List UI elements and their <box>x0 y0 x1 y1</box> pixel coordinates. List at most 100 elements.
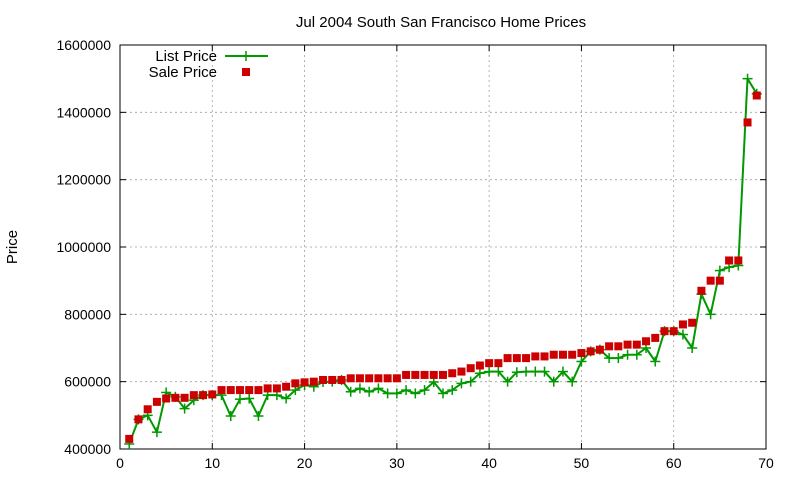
list-price-point <box>391 388 402 399</box>
y-tick-label: 400000 <box>64 441 111 457</box>
list-price-point <box>631 349 642 360</box>
sale-price-point <box>411 370 420 379</box>
sale-price-point <box>300 378 309 387</box>
list-price-point <box>714 265 725 276</box>
sale-price-point <box>494 359 503 368</box>
sale-price-point <box>660 327 669 336</box>
sale-price-point <box>235 386 244 395</box>
data-series <box>124 73 762 449</box>
x-tick-label: 60 <box>666 455 682 471</box>
sale-price-point <box>577 349 586 358</box>
sale-price-point <box>328 375 337 384</box>
list-price-point <box>234 394 245 405</box>
list-price-point <box>345 386 356 397</box>
sale-price-point <box>143 405 152 414</box>
sale-price-point <box>226 386 235 395</box>
sale-price-point <box>466 364 475 373</box>
sale-price-point <box>439 370 447 379</box>
list-price-point <box>742 73 753 84</box>
y-axis-label: Price <box>4 230 21 264</box>
sale-price-point <box>734 256 743 265</box>
sale-price-point <box>282 382 291 391</box>
list-price-point <box>530 366 541 377</box>
sale-price-point <box>595 345 604 354</box>
y-tick-label: 1600000 <box>56 37 111 53</box>
sale-price-point <box>632 340 641 349</box>
x-tick-label: 30 <box>389 455 405 471</box>
sale-price-point <box>309 377 318 386</box>
y-tick-label: 1400000 <box>56 104 111 120</box>
sale-price-point <box>152 397 161 406</box>
list-price-point <box>382 388 393 399</box>
list-price-point <box>687 343 698 353</box>
list-price-point <box>281 393 292 404</box>
sale-price-point <box>669 327 678 336</box>
sale-price-point <box>512 354 521 363</box>
sale-price-point <box>642 337 651 346</box>
sale-price-point <box>217 386 226 395</box>
grid-lines <box>120 45 766 449</box>
sale-price-series <box>125 91 761 443</box>
list-price-point <box>179 403 190 414</box>
sale-price-point <box>457 367 466 376</box>
sale-price-point <box>208 390 217 399</box>
list-price-point <box>401 385 412 396</box>
legend-item-list-price: List Price <box>155 48 268 65</box>
list-price-point <box>677 329 688 340</box>
sale-price-point <box>420 370 429 379</box>
list-price-point <box>438 388 448 399</box>
legend-label: List Price <box>155 48 217 65</box>
list-price-point <box>474 368 485 379</box>
sale-price-point <box>337 375 346 384</box>
sale-price-point <box>171 393 180 402</box>
sale-price-point <box>503 354 512 363</box>
sale-price-point <box>485 359 494 368</box>
list-price-point <box>557 366 568 377</box>
list-price-point <box>447 385 458 396</box>
sale-price-point <box>263 384 272 393</box>
list-price-point <box>364 386 375 397</box>
sale-price-point <box>346 374 355 383</box>
list-price-point <box>253 411 264 422</box>
sale-price-point <box>688 318 697 327</box>
sale-price-point <box>697 286 706 295</box>
list-price-point <box>373 383 384 394</box>
sale-price-point <box>614 342 623 351</box>
sale-price-point <box>355 374 364 383</box>
sale-price-point <box>319 375 328 384</box>
sale-price-point <box>531 352 540 361</box>
sale-price-point <box>392 374 401 383</box>
sale-price-point <box>715 276 724 285</box>
x-tick-label: 20 <box>297 455 313 471</box>
x-tick-label: 50 <box>574 455 590 471</box>
sale-price-point <box>254 386 263 395</box>
sale-price-point <box>586 347 595 356</box>
list-price-point <box>521 366 532 377</box>
legend-marker <box>241 51 251 61</box>
sale-price-point <box>199 391 208 400</box>
sale-price-point <box>189 391 198 400</box>
sale-price-point <box>125 434 134 443</box>
sale-price-point <box>549 350 558 359</box>
sale-price-point <box>706 276 715 285</box>
x-tick-label: 40 <box>481 455 497 471</box>
sale-price-point <box>623 340 632 349</box>
sale-price-point <box>568 350 577 359</box>
legend-item-sale-price: Sale Price <box>149 64 250 81</box>
chart-title: Jul 2004 South San Francisco Home Prices <box>296 14 586 31</box>
sale-price-point <box>605 342 614 351</box>
y-tick-label: 800000 <box>64 306 111 322</box>
legend-marker <box>242 68 250 76</box>
sale-price-point <box>558 350 567 359</box>
y-tick-label: 1000000 <box>56 239 111 255</box>
list-price-point <box>419 385 430 396</box>
list-price-point <box>354 383 365 394</box>
sale-price-point <box>162 394 171 403</box>
list-price-point <box>502 376 513 387</box>
sale-price-point <box>678 320 687 329</box>
list-price-point <box>465 376 476 387</box>
sale-price-point <box>522 354 531 363</box>
list-price-point <box>650 356 661 367</box>
